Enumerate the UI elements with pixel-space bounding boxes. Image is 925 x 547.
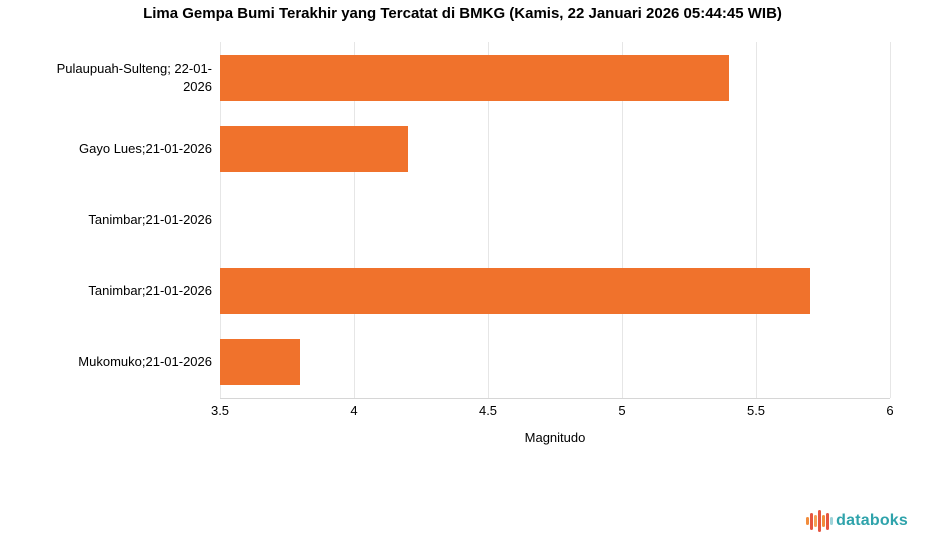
x-axis-tick-label: 6 — [886, 403, 894, 418]
y-axis-label: Tanimbar;21-01-2026 — [88, 212, 212, 227]
logo-icon-bar — [822, 515, 826, 527]
gridline — [890, 42, 891, 398]
x-axis-tick-label: 4.5 — [478, 403, 498, 418]
x-axis-tick-label: 5 — [618, 403, 626, 418]
logo-icon-bar — [810, 512, 814, 530]
logo-icon-bar — [806, 517, 810, 525]
gridline — [756, 42, 757, 398]
x-axis-title: Magnitudo — [524, 430, 586, 445]
databoks-logo: databoks — [806, 509, 908, 533]
y-axis-label: Tanimbar;21-01-2026 — [88, 283, 212, 299]
x-axis-tick-label: 4 — [350, 403, 358, 418]
y-axis-label: Gayo Lues;21-01-2026 — [79, 140, 212, 156]
logo-icon-bar — [818, 510, 822, 532]
gridline — [220, 42, 221, 398]
logo-icon-bar — [826, 512, 830, 530]
gridline — [488, 42, 489, 398]
plot-area — [220, 42, 891, 399]
y-axis-labels: Pulaupuah-Sulteng; 22-01-2026 Gayo Lues;2… — [0, 42, 212, 398]
y-axis-label: Mukomuko;21-01-2026 — [78, 354, 212, 370]
databoks-logo-icon — [806, 509, 834, 533]
logo-icon-bar — [814, 515, 818, 527]
bar[interactable] — [220, 54, 730, 101]
x-axis-tick-label: 3.5 — [210, 403, 230, 418]
bar[interactable] — [220, 125, 408, 172]
gridline — [354, 42, 355, 398]
bar[interactable] — [220, 268, 810, 315]
gridline — [622, 42, 623, 398]
databoks-logo-text: databoks — [836, 512, 908, 529]
x-axis-tick-label: 5.5 — [746, 403, 766, 418]
y-axis-label: Pulaupuah-Sulteng; 22-01-2026 — [56, 60, 212, 94]
bar[interactable] — [220, 339, 301, 386]
chart-title: Lima Gempa Bumi Terakhir yang Tercatat d… — [143, 5, 782, 22]
logo-icon-bar — [830, 517, 834, 525]
